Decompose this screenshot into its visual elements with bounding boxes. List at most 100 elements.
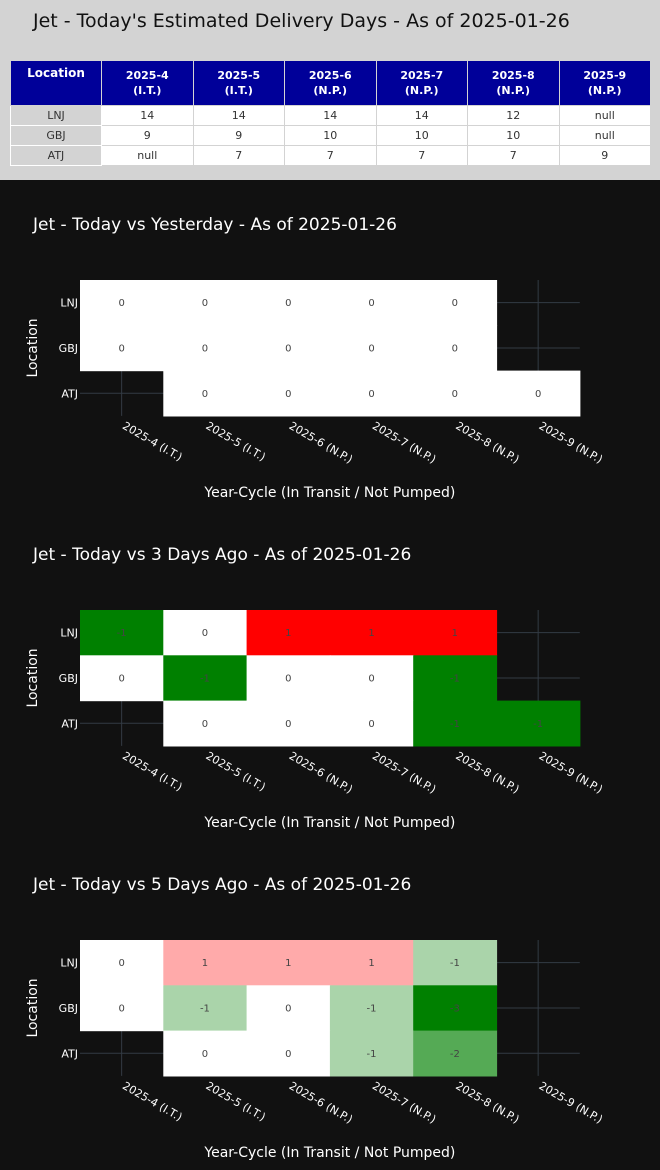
cell-label: 0 [285, 1003, 291, 1014]
cell-label: 0 [285, 298, 291, 309]
heatmap-cell [246, 610, 331, 656]
cell-label: 1 [285, 958, 291, 969]
cell-label: 0 [368, 298, 374, 309]
heatmap-cell [329, 700, 414, 747]
heatmap-cell [246, 325, 331, 372]
column-header-year: 2025-7 [400, 69, 444, 82]
heatmap-cell [413, 985, 498, 1032]
heatmap-cell [80, 610, 164, 656]
row-location: LNJ [10, 105, 102, 126]
heatmap-cell [413, 325, 498, 372]
heatmap-cell [413, 610, 498, 656]
cell-label: -1 [200, 1003, 210, 1014]
table-cell: 9 [558, 145, 651, 166]
table-cell: 14 [192, 105, 285, 126]
heatmap-cell [329, 325, 414, 372]
x-tick-label: 2025-4 (I.T.) [120, 419, 184, 464]
heatmap-cell [246, 985, 331, 1032]
heatmap-cell [163, 1030, 248, 1077]
table-cell: 10 [375, 125, 468, 146]
column-header: 2025-8 (N.P.) [467, 60, 560, 106]
column-header-status: (I.T.) [133, 84, 162, 97]
table-cell: 14 [284, 105, 377, 126]
x-tick-label: 2025-7 (N.P.) [370, 1079, 438, 1126]
cell-label: 0 [368, 343, 374, 354]
cell-label: -1 [533, 719, 543, 730]
cell-label: 0 [202, 1049, 208, 1060]
cell-label: 0 [452, 343, 458, 354]
cell-label: 0 [118, 673, 124, 684]
row-location: GBJ [10, 125, 102, 146]
table-row: GBJ 9 9 10 10 10 null [10, 125, 651, 146]
x-tick-label: 2025-8 (N.P.) [453, 1079, 521, 1126]
x-tick-label: 2025-5 (I.T.) [203, 419, 267, 464]
heatmap-cell [329, 985, 414, 1032]
column-header-year: 2025-6 [308, 69, 352, 82]
heatmap-today-vs-5-days-ago: Jet - Today vs 5 Days Ago - As of 2025-0… [25, 875, 605, 1161]
heatmap-cell [163, 940, 248, 986]
column-header-status: (N.P.) [404, 84, 439, 97]
y-tick-label: ATJ [61, 387, 78, 400]
column-header: 2025-9 (N.P.) [558, 60, 651, 106]
row-location: ATJ [10, 145, 102, 166]
location-header: Location [10, 60, 102, 106]
heatmap-cell [413, 1030, 498, 1077]
cell-label: 0 [202, 343, 208, 354]
heatmap-cell [163, 655, 248, 702]
x-tick-label: 2025-9 (N.P.) [537, 419, 605, 466]
heatmap-cell [246, 700, 331, 747]
table-cell: 7 [467, 145, 560, 166]
x-tick-label: 2025-8 (N.P.) [453, 749, 521, 796]
cell-label: -1 [117, 628, 127, 639]
heatmap-cell [413, 370, 498, 417]
heatmap-cell [329, 940, 414, 986]
x-axis-title: Year-Cycle (In Transit / Not Pumped) [203, 1145, 455, 1161]
cell-label: 0 [368, 673, 374, 684]
heatmap-cell [246, 280, 331, 326]
column-header-status: (N.P.) [496, 84, 531, 97]
heatmap-cell [496, 700, 581, 747]
heatmap-today-vs-yesterday: Jet - Today vs Yesterday - As of 2025-01… [25, 215, 605, 501]
cell-label: 0 [285, 389, 291, 400]
x-tick-label: 2025-9 (N.P.) [537, 1079, 605, 1126]
table-cell: 10 [284, 125, 377, 146]
cell-label: 1 [202, 958, 208, 969]
table-cell: 12 [467, 105, 560, 126]
cell-label: 0 [285, 1049, 291, 1060]
cell-label: 0 [118, 958, 124, 969]
table-cell: null [101, 145, 194, 166]
cell-label: 0 [368, 719, 374, 730]
heatmap-cell [329, 1030, 414, 1077]
cell-label: 0 [285, 673, 291, 684]
cell-label: -1 [450, 719, 460, 730]
cell-label: -3 [450, 1003, 460, 1014]
heatmap-cell [163, 985, 248, 1032]
heatmap-cell [413, 700, 498, 747]
estimate-table: Location 2025-4 (I.T.) 2025-5 (I.T.) 2025-… [10, 60, 651, 166]
column-header: 2025-4 (I.T.) [101, 60, 194, 106]
heatmap-cell [329, 280, 414, 326]
y-tick-label: LNJ [60, 297, 78, 310]
heatmap-cell [413, 655, 498, 702]
cell-label: 1 [368, 958, 374, 969]
heatmap-cell [80, 325, 164, 372]
heatmap-today-vs-3-days-ago: Jet - Today vs 3 Days Ago - As of 2025-0… [25, 545, 605, 831]
heatmap-cell [329, 655, 414, 702]
cell-label: 0 [118, 298, 124, 309]
table-cell: 14 [375, 105, 468, 126]
table-cell: 7 [192, 145, 285, 166]
cell-label: 0 [368, 389, 374, 400]
heatmap-cell [413, 280, 498, 326]
cell-label: 0 [452, 298, 458, 309]
y-axis-title: Location [25, 648, 41, 707]
y-tick-label: GBJ [59, 1002, 78, 1015]
cell-label: 1 [285, 628, 291, 639]
cell-label: 0 [452, 389, 458, 400]
x-tick-label: 2025-8 (N.P.) [453, 419, 521, 466]
table-cell: null [558, 125, 651, 146]
cell-label: -2 [450, 1049, 460, 1060]
x-tick-label: 2025-5 (I.T.) [203, 1079, 267, 1124]
column-header-year: 2025-4 [125, 69, 169, 82]
table-cell: null [558, 105, 651, 126]
y-axis-title: Location [25, 978, 41, 1037]
